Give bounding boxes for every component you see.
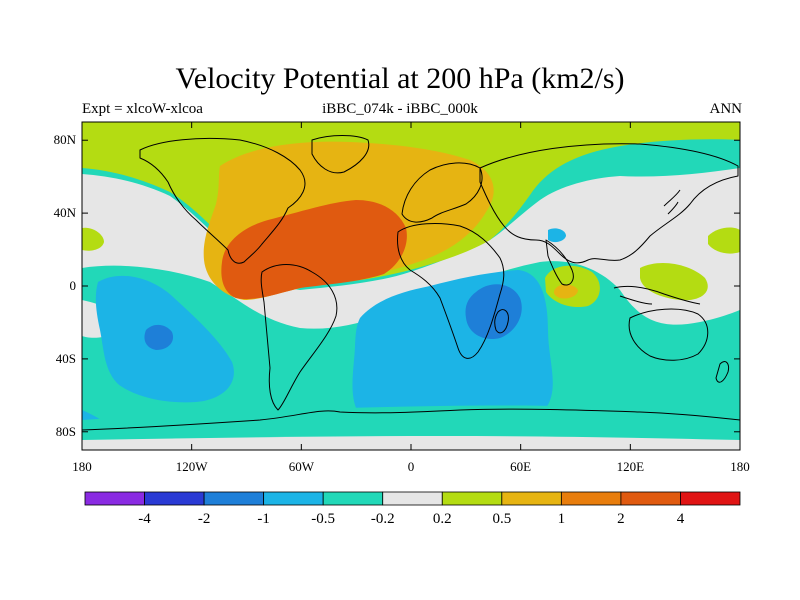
coastlines [82,135,740,431]
colorbar-label: 2 [617,511,625,527]
coast-north-america [139,137,306,264]
field-negative-core-pacific [144,324,174,350]
colorbar-swatch [263,491,324,506]
coast-india [545,239,574,286]
lon-tick-label: 120W [175,459,208,474]
colorbar-label: -1 [257,511,270,527]
coast-africa [397,223,505,359]
season-label: ANN [709,101,743,117]
colorbar-label: -2 [197,511,211,527]
colorbar-label: -0.5 [311,511,336,527]
colorbar [84,491,741,506]
field-positive-east [708,227,740,254]
coast-antarctica [82,408,740,431]
lon-tick-label: 180 [730,459,750,474]
coast-greenland [311,135,370,174]
coast-japan [663,189,681,215]
colorbar-swatch [501,491,562,506]
coast-australia [628,308,709,361]
plot-title: Velocity Potential at 200 hPa (km2/s) [175,62,625,95]
lon-tick-label: 60E [510,459,532,474]
field-negative-africa-spot [548,228,566,243]
colorbar-label: 4 [676,511,685,527]
colorbar-swatch [620,491,681,506]
coast-asia [479,143,739,264]
lon-tick-label: 120E [616,459,645,474]
lat-tick-label: 40N [53,205,76,221]
coast-new-zealand [715,361,729,383]
lon-tick-label: 0 [407,459,415,474]
field-positive-west [82,227,104,251]
colorbar-swatch [203,491,265,506]
colorbar-swatch [680,491,741,506]
colorbar-swatch [382,491,443,506]
coast-indonesia [613,285,701,305]
coast-south-america [260,264,338,411]
field-positive-westpac [640,263,708,301]
coast-europe [401,162,483,223]
field-antarctic-neutral [82,436,740,450]
colorbar-label: 0.5 [492,511,512,527]
colorbar-label: 1 [557,511,566,527]
coast-madagascar [494,309,509,334]
lat-tick-label: 0 [69,278,77,293]
lon-tick-label: 180 [72,459,92,474]
field-positive-high [221,200,407,300]
contour-field [82,122,740,450]
lat-tick-label: 80S [55,423,76,439]
colorbar-label: 0.2 [432,511,452,527]
difference-label: iBBC_074k - iBBC_000k [322,101,478,117]
lat-tick-label: 80N [53,132,76,148]
colorbar-label: -4 [138,511,151,527]
field-negative-core-indian [465,284,522,340]
colorbar-swatch [84,491,145,506]
colorbar-swatch [441,491,503,506]
colorbar-swatch [560,491,622,506]
colorbar-swatch [144,491,205,506]
lat-tick-label: 40S [55,350,76,366]
colorbar-swatch [322,491,384,506]
lon-tick-label: 60W [288,459,314,474]
field-positive-mid-spot [553,284,578,299]
axis-ticks [81,122,741,450]
colorbar-label: -0.2 [370,511,395,527]
experiment-label: Expt = xlcoW-xlcoa [82,101,203,117]
